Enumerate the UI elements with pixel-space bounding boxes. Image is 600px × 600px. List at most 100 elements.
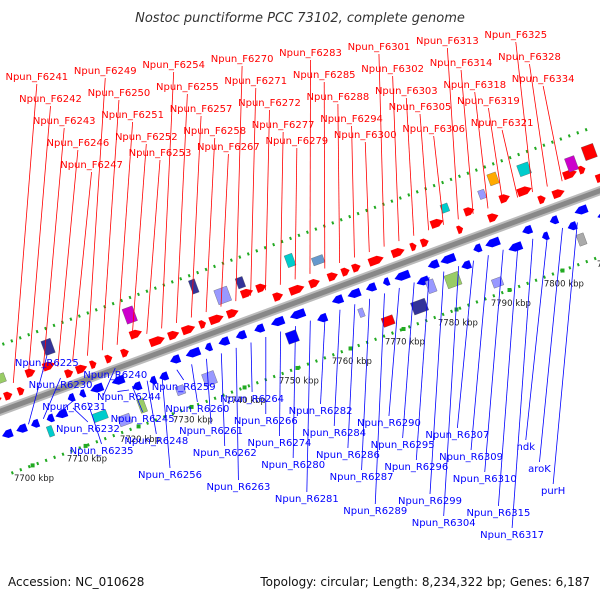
gene-label[interactable]: Npun_R6309	[439, 452, 503, 463]
gene-label[interactable]: Npun_R6295	[371, 440, 435, 451]
gene-block	[121, 305, 138, 325]
scale-tick	[401, 326, 406, 331]
gene-label[interactable]: Npun_R6232	[56, 424, 120, 435]
forward-gene-arrow	[308, 279, 320, 289]
gene-label[interactable]: Npun_R6282	[289, 406, 353, 417]
leader-line	[176, 93, 188, 324]
gene-label[interactable]: Npun_R6281	[275, 494, 339, 505]
gene-label[interactable]: Npun_R6307	[425, 430, 489, 441]
gene-label[interactable]: Npun_R6260	[165, 404, 229, 415]
reverse-gene-arrow	[567, 221, 578, 231]
gene-label[interactable]: Npun_R6274	[248, 438, 312, 449]
gene-label[interactable]: Npun_R6263	[206, 482, 270, 493]
gene-label[interactable]: Npun_R6264	[220, 394, 284, 405]
gene-label[interactable]: Npun_F6252	[115, 132, 178, 143]
reverse-gene-arrow	[79, 389, 87, 398]
gene-label[interactable]: Npun_F6267	[197, 142, 260, 153]
gene-label[interactable]: Npun_F6242	[19, 94, 82, 105]
gene-label[interactable]: Npun_F6285	[293, 70, 356, 81]
gene-label[interactable]: Npun_R6235	[70, 446, 134, 457]
map-title: Nostoc punctiforme PCC 73102, complete g…	[135, 11, 465, 26]
leader-line	[484, 249, 504, 473]
forward-gene-arrow	[74, 364, 88, 375]
gene-label[interactable]: Npun_F6300	[334, 130, 397, 141]
gene-label[interactable]: Npun_R6280	[261, 460, 325, 471]
gene-label[interactable]: Npun_R6304	[412, 518, 476, 529]
scale-label: 7700 kbp	[14, 474, 54, 484]
gene-label[interactable]: Npun_F6250	[88, 88, 151, 99]
gene-label[interactable]: Npun_F6334	[512, 74, 575, 85]
gene-label[interactable]: Npun_R6230	[29, 380, 93, 391]
gene-label[interactable]: Npun_R6296	[384, 462, 448, 473]
gene-label[interactable]: Npun_R6287	[330, 472, 394, 483]
gene-label[interactable]: Npun_R6290	[357, 418, 421, 429]
gene-label[interactable]: Npun_R6317	[480, 530, 544, 541]
scale-tick	[83, 443, 88, 448]
gene-label[interactable]: Npun_R6286	[316, 450, 380, 461]
gene-label[interactable]: Npun_F6319	[457, 96, 520, 107]
gene-label[interactable]: Npun_F6321	[471, 118, 534, 129]
gene-label[interactable]: Npun_R6225	[15, 358, 79, 369]
gene-label[interactable]: Npun_F6277	[252, 120, 315, 131]
gene-label[interactable]: Npun_F6255	[156, 82, 219, 93]
gene-label[interactable]: Npun_F6301	[348, 42, 411, 53]
gene-label[interactable]: Npun_F6325	[484, 30, 547, 41]
reverse-gene-arrow	[461, 260, 473, 270]
gene-label[interactable]: Npun_R6259	[152, 382, 216, 393]
gene-label[interactable]: Npun_F6246	[47, 138, 110, 149]
gene-label[interactable]: Npun_R6262	[193, 448, 257, 459]
gene-label[interactable]: Npun_F6283	[279, 48, 342, 59]
gene-label[interactable]: purH	[541, 486, 565, 497]
gene-label[interactable]: Npun_R6256	[138, 470, 202, 481]
gene-label[interactable]: Npun_R6231	[42, 402, 106, 413]
scale-tick	[295, 365, 300, 370]
scale-label: 7740 kbp	[226, 396, 266, 406]
tick-row-upper	[0, 127, 590, 347]
reverse-gene-arrow	[2, 428, 14, 439]
gene-label[interactable]: Npun_R6315	[466, 508, 530, 519]
gene-label[interactable]: Npun_F6254	[142, 60, 205, 71]
leader-line	[392, 75, 400, 242]
gene-label[interactable]: Npun_F6272	[238, 98, 301, 109]
gene-label[interactable]: Npun_F6314	[430, 58, 493, 69]
gene-label[interactable]: Npun_F6288	[307, 92, 370, 103]
gene-label[interactable]: Npun_R6284	[302, 428, 366, 439]
gene-label[interactable]: Npun_F6302	[361, 64, 424, 75]
gene-label[interactable]: Npun_F6253	[129, 148, 192, 159]
reverse-gene-arrow	[508, 241, 524, 252]
gene-label[interactable]: Npun_F6318	[443, 80, 506, 91]
gene-label[interactable]: Npun_R6240	[83, 370, 147, 381]
gene-label[interactable]: Npun_F6313	[416, 36, 479, 47]
leader-line	[309, 59, 311, 274]
leader-line	[176, 369, 185, 381]
gene-label[interactable]: Npun_F6270	[211, 54, 274, 65]
gene-label[interactable]: Npun_F6328	[498, 52, 561, 63]
gene-block	[174, 384, 187, 397]
gene-label[interactable]: Npun_R6244	[97, 392, 161, 403]
gene-label[interactable]: Npun_R6310	[453, 474, 517, 485]
gene-label[interactable]: aroK	[528, 464, 551, 475]
gene-label[interactable]: Npun_F6303	[375, 86, 438, 97]
gene-label[interactable]: Npun_F6241	[5, 72, 68, 83]
gene-block	[40, 337, 56, 356]
gene-label[interactable]: Npun_F6257	[170, 104, 233, 115]
gene-label[interactable]: Npun_F6249	[74, 66, 137, 77]
gene-label[interactable]: Npun_R6248	[124, 436, 188, 447]
gene-label[interactable]: Npun_F6247	[60, 160, 123, 171]
gene-label[interactable]: Npun_R6245	[111, 414, 175, 425]
gene-label[interactable]: Npun_R6261	[179, 426, 243, 437]
gene-label[interactable]: Npun_F6305	[389, 102, 452, 113]
gene-label[interactable]: Npun_F6306	[402, 124, 465, 135]
gene-label[interactable]: Npun_R6299	[398, 496, 462, 507]
gene-label[interactable]: Npun_F6279	[265, 136, 328, 147]
gene-label[interactable]: Npun_F6251	[101, 110, 164, 121]
gene-label[interactable]: ndk	[517, 442, 536, 453]
gene-label[interactable]: Npun_F6294	[320, 114, 383, 125]
forward-gene-arrow	[487, 213, 499, 223]
gene-label[interactable]: Npun_F6258	[183, 126, 246, 137]
gene-label[interactable]: Npun_F6271	[224, 76, 287, 87]
forward-gene-arrow	[64, 369, 74, 379]
gene-label[interactable]: Npun_R6266	[234, 416, 298, 427]
gene-label[interactable]: Npun_R6289	[343, 506, 407, 517]
gene-label[interactable]: Npun_F6243	[33, 116, 96, 127]
